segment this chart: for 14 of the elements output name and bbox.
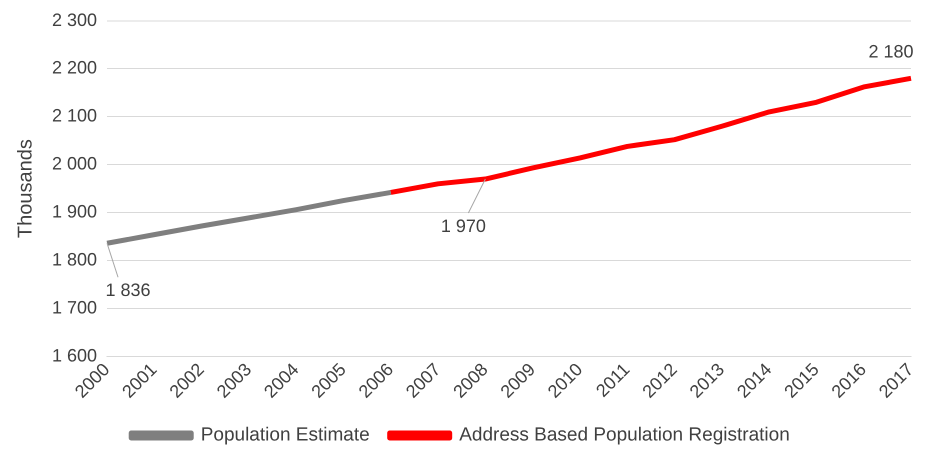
y-tick-label: 2 000 bbox=[52, 154, 98, 174]
y-tick-label: 1 600 bbox=[52, 345, 98, 366]
legend-label: Address Based Population Registration bbox=[459, 424, 790, 446]
y-tick-label: 1 800 bbox=[52, 249, 98, 270]
data-label: 1 836 bbox=[106, 280, 151, 300]
data-label: 1 970 bbox=[440, 216, 486, 236]
y-tick-label: 1 900 bbox=[52, 202, 98, 222]
data-label: 2 180 bbox=[868, 41, 914, 62]
legend-label: Population Estimate bbox=[200, 424, 370, 446]
y-tick-label: 2 100 bbox=[52, 106, 98, 126]
y-axis-title: Thousands bbox=[14, 139, 37, 238]
y-tick-label: 2 200 bbox=[52, 58, 98, 78]
y-tick-label: 2 300 bbox=[52, 10, 98, 30]
y-tick-label: 1 700 bbox=[52, 297, 98, 318]
